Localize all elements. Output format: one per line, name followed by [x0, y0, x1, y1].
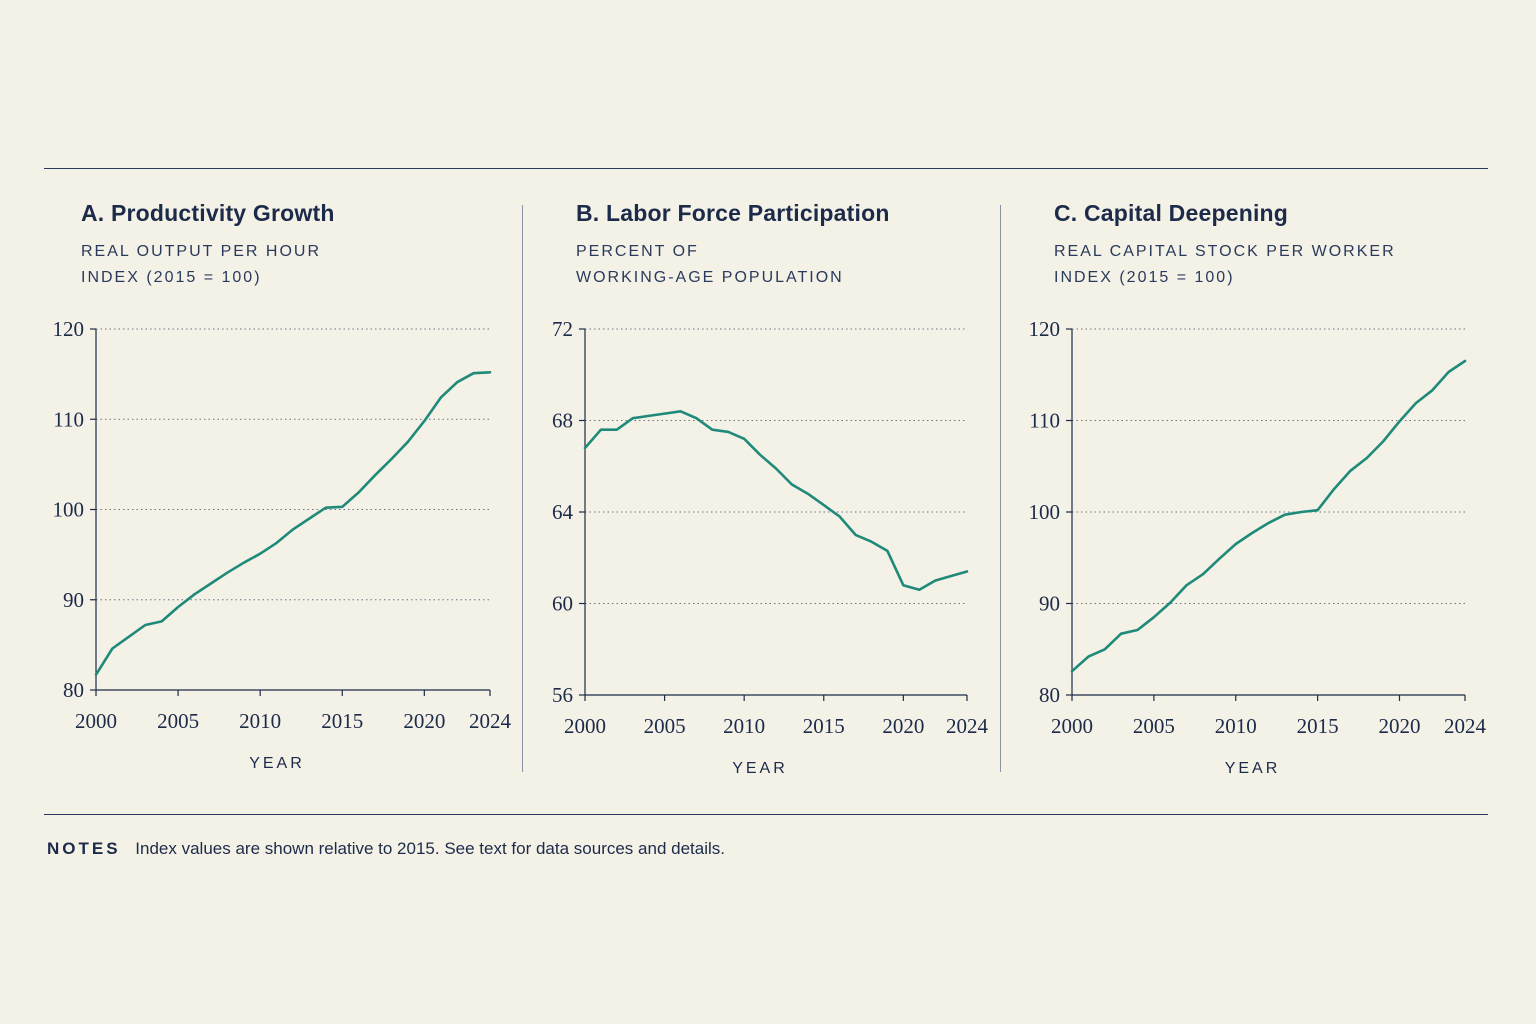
- panel-a-x-tick-label: 2015: [321, 709, 363, 733]
- panel-c-y-tick-label: 90: [1039, 592, 1060, 616]
- panel-a-x-tick-label: 2000: [75, 709, 117, 733]
- panel-c-subtitle: REAL CAPITAL STOCK PER WORKER INDEX (201…: [1054, 239, 1396, 291]
- top-rule: [44, 168, 1488, 169]
- panel-a-y-tick-label: 110: [53, 407, 84, 431]
- panel-c-x-tick-label: 2000: [1051, 714, 1093, 738]
- panel-b-y-tick-label: 64: [552, 500, 574, 524]
- panel-separator: [522, 205, 523, 772]
- panel-c-y-tick-label: 120: [1029, 317, 1061, 341]
- notes-text: Index values are shown relative to 2015.…: [135, 839, 725, 858]
- panel-c-x-tick-label: 2010: [1215, 714, 1257, 738]
- panel-b-x-tick-label: 2000: [564, 714, 606, 738]
- panel-a-y-tick-label: 120: [53, 317, 85, 341]
- panel-c-x-tick-label: 2005: [1133, 714, 1175, 738]
- panel-b-y-tick-label: 56: [552, 683, 573, 707]
- panel-c-x-tick-label: 2020: [1379, 714, 1421, 738]
- panel-c-x-tick-label: 2024: [1444, 714, 1487, 738]
- panel-separator: [1000, 205, 1001, 772]
- panel-a-series-line: [94, 370, 492, 677]
- panel-b-x-tick-label: 2024: [946, 714, 989, 738]
- panel-a-subtitle-line: INDEX (2015 = 100): [81, 269, 262, 286]
- panel-a-y-tick-label: 100: [53, 498, 85, 522]
- panel-b-y-tick-label: 60: [552, 592, 573, 616]
- panel-b-series-line: [583, 409, 969, 592]
- panel-b-subtitle-line: PERCENT OF: [576, 243, 699, 260]
- panel-a-y-tick-label: 90: [63, 588, 84, 612]
- panel-c-title: C. Capital Deepening: [1054, 200, 1289, 226]
- panel-a-title: A. Productivity Growth: [81, 200, 335, 226]
- panel-c-header: C. Capital Deepening REAL CAPITAL STOCK …: [1054, 200, 1396, 291]
- panel-a-x-tick-label: 2020: [403, 709, 445, 733]
- panel-c-y-tick-label: 100: [1029, 500, 1061, 524]
- panel-b-subtitle-line: WORKING-AGE POPULATION: [576, 269, 844, 286]
- panel-b-header: B. Labor Force Participation PERCENT OF …: [576, 200, 890, 291]
- panel-a-subtitle-line: REAL OUTPUT PER HOUR: [81, 243, 322, 260]
- panel-b-y-tick-label: 68: [552, 409, 573, 433]
- panel-c-y-tick-label: 80: [1039, 683, 1060, 707]
- panel-b-x-tick-label: 2020: [882, 714, 924, 738]
- panel-a-y-tick-label: 80: [63, 678, 84, 702]
- panel-b-x-tick-label: 2005: [644, 714, 686, 738]
- panel-b-x-tick-label: 2015: [803, 714, 845, 738]
- panel-a-x-tick-label: 2010: [239, 709, 281, 733]
- panel-c-subtitle-line: REAL CAPITAL STOCK PER WORKER: [1054, 243, 1396, 260]
- panel-c-x-tick-label: 2015: [1297, 714, 1339, 738]
- panel-c-subtitle-line: INDEX (2015 = 100): [1054, 269, 1235, 286]
- notes-label: NOTES: [47, 839, 121, 858]
- panel-c-x-axis-title: YEAR: [1225, 760, 1281, 777]
- panel-a-header: A. Productivity Growth REAL OUTPUT PER H…: [81, 200, 335, 291]
- panel-b-y-tick-label: 72: [552, 317, 573, 341]
- panel-b-x-tick-label: 2010: [723, 714, 765, 738]
- panel-c-y-tick-label: 110: [1029, 409, 1060, 433]
- panel-a-x-tick-label: 2024: [469, 709, 512, 733]
- panel-b-title: B. Labor Force Participation: [576, 200, 890, 226]
- panel-a-x-axis-title: YEAR: [249, 755, 305, 772]
- panel-b-x-axis-title: YEAR: [732, 760, 788, 777]
- panel-a-subtitle: REAL OUTPUT PER HOUR INDEX (2015 = 100): [81, 239, 335, 291]
- notes: NOTES Index values are shown relative to…: [47, 839, 725, 859]
- panel-a-x-tick-label: 2005: [157, 709, 199, 733]
- bottom-rule: [44, 814, 1488, 815]
- panel-b-subtitle: PERCENT OF WORKING-AGE POPULATION: [576, 239, 890, 291]
- panel-c-series-line: [1070, 359, 1467, 673]
